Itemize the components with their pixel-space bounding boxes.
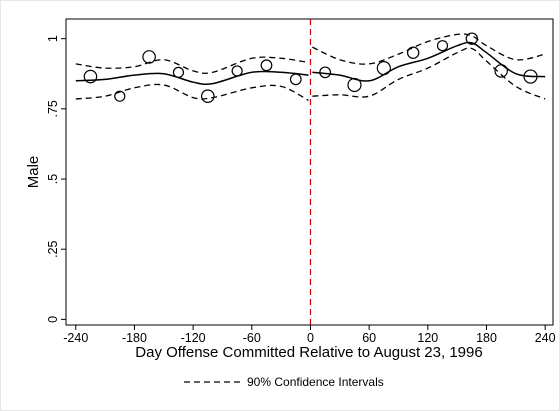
data-point (347, 77, 362, 93)
data-point (465, 32, 479, 45)
y-tick-label: .25 (46, 240, 60, 257)
data-point (436, 40, 449, 52)
data-point (172, 66, 185, 78)
legend-label: 90% Confidence Intervals (247, 375, 384, 389)
series-lines (75, 33, 546, 101)
data-point (523, 69, 538, 84)
data-point (319, 66, 332, 79)
x-tick-label: 60 (362, 331, 376, 345)
y-tick-label: .5 (46, 174, 60, 184)
data-point (142, 50, 156, 64)
fitted-line (75, 70, 309, 86)
data-point (231, 65, 243, 77)
y-axis-title: Male (25, 156, 42, 189)
x-tick-label: 120 (417, 331, 438, 345)
x-tick-label: -120 (181, 331, 206, 345)
x-tick-label: -60 (243, 331, 261, 345)
confidence-interval-line (75, 56, 309, 74)
data-point (376, 61, 391, 76)
data-point (494, 64, 508, 78)
data-point (200, 89, 215, 104)
data-point (406, 46, 420, 59)
x-axis-title: Day Offense Committed Relative to August… (135, 344, 482, 361)
x-tick-labels: -240 -180 -120 -60 0 60 120 180 240 (63, 331, 555, 345)
confidence-interval-line (312, 47, 546, 100)
y-tick-marks (61, 38, 66, 320)
x-tick-marks (75, 325, 546, 330)
x-tick-label: 0 (307, 331, 314, 345)
data-point (114, 90, 126, 102)
x-tick-label: 240 (535, 331, 556, 345)
plot-area (65, 18, 554, 326)
y-tick-label: 1 (46, 35, 60, 42)
data-point (83, 69, 98, 84)
y-tick-label: .75 (46, 100, 60, 117)
y-tick-labels: 0 .25 .5 .75 1 (46, 35, 60, 323)
legend: 90% Confidence Intervals (184, 375, 384, 389)
confidence-interval-line (312, 33, 546, 65)
y-tick-label: 0 (46, 316, 60, 323)
x-tick-label: -180 (122, 331, 147, 345)
data-point (260, 59, 273, 72)
x-tick-label: 180 (476, 331, 497, 345)
x-tick-label: -240 (63, 331, 88, 345)
data-point (289, 73, 302, 86)
confidence-interval-line (75, 83, 309, 101)
data-points (83, 32, 538, 104)
